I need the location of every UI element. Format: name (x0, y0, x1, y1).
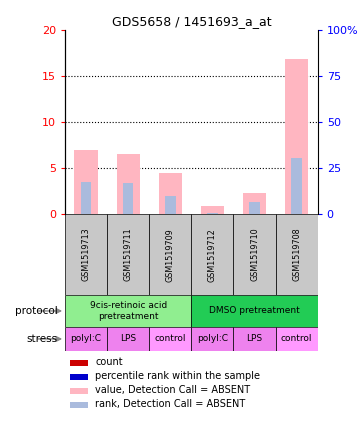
Bar (191, 295, 318, 327)
Bar (65, 214, 107, 295)
Bar (234, 327, 275, 351)
Bar (107, 214, 149, 295)
Bar (70, 402, 88, 407)
Bar (165, 196, 175, 214)
Bar (74, 150, 97, 214)
Bar (234, 214, 275, 295)
Bar (275, 214, 318, 295)
Bar (70, 388, 88, 393)
Bar (70, 374, 88, 379)
Text: count: count (95, 357, 123, 368)
Text: DMSO pretreatment: DMSO pretreatment (209, 306, 300, 316)
Bar (191, 327, 234, 351)
Bar (81, 182, 91, 214)
Text: control: control (281, 335, 312, 343)
Bar (191, 214, 234, 295)
Bar (207, 213, 218, 214)
Text: GSM1519708: GSM1519708 (292, 228, 301, 281)
Text: value, Detection Call = ABSENT: value, Detection Call = ABSENT (95, 385, 251, 396)
Text: GSM1519712: GSM1519712 (208, 228, 217, 282)
Bar (285, 59, 308, 214)
Bar (275, 327, 318, 351)
Text: control: control (155, 335, 186, 343)
Title: GDS5658 / 1451693_a_at: GDS5658 / 1451693_a_at (112, 16, 271, 28)
Text: GSM1519711: GSM1519711 (124, 228, 132, 281)
Bar (117, 154, 140, 214)
Text: GSM1519709: GSM1519709 (166, 228, 175, 282)
Bar (149, 327, 191, 351)
Bar (65, 327, 107, 351)
Text: LPS: LPS (120, 335, 136, 343)
Bar (70, 360, 88, 365)
Bar (243, 193, 266, 214)
Text: GSM1519713: GSM1519713 (82, 228, 91, 281)
Text: GSM1519710: GSM1519710 (250, 228, 259, 281)
Bar (107, 327, 149, 351)
Bar (149, 214, 191, 295)
Text: polyI:C: polyI:C (70, 335, 101, 343)
Text: LPS: LPS (247, 335, 262, 343)
Bar (201, 206, 224, 214)
Bar (291, 158, 302, 214)
Bar (65, 295, 191, 327)
Text: rank, Detection Call = ABSENT: rank, Detection Call = ABSENT (95, 399, 245, 409)
Bar (159, 173, 182, 214)
Bar (123, 183, 134, 214)
Bar (249, 202, 260, 214)
Text: 9cis-retinoic acid
pretreatment: 9cis-retinoic acid pretreatment (90, 301, 167, 321)
Text: percentile rank within the sample: percentile rank within the sample (95, 371, 260, 382)
Text: protocol: protocol (15, 306, 58, 316)
Text: polyI:C: polyI:C (197, 335, 228, 343)
Text: stress: stress (27, 334, 58, 344)
